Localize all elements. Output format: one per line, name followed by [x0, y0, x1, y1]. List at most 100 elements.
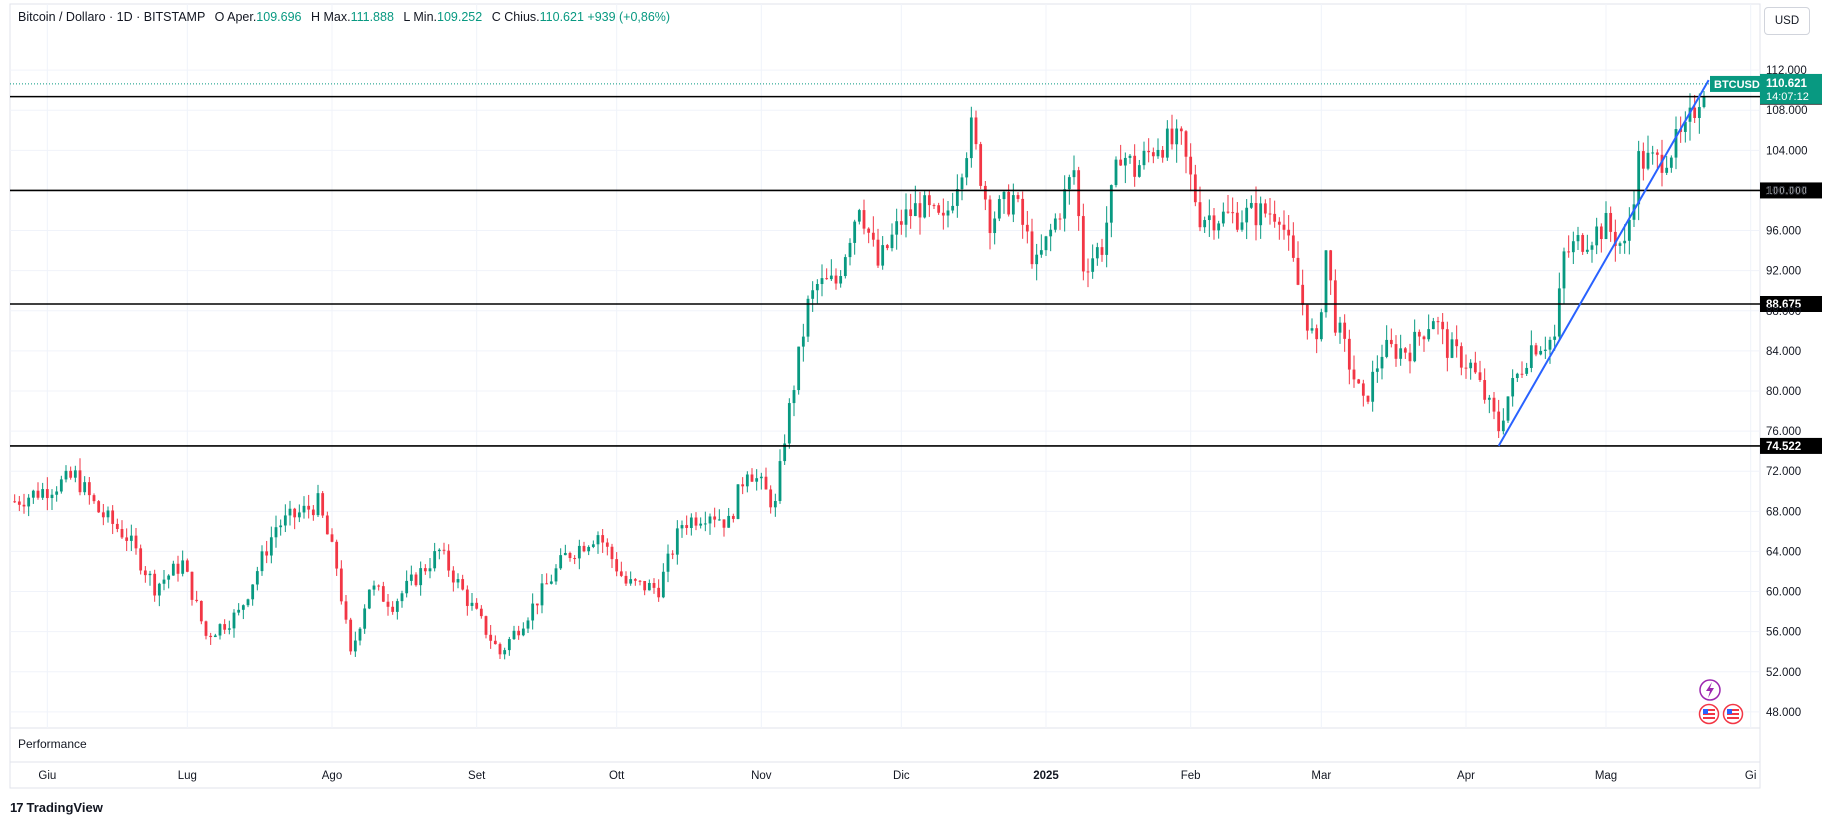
- candle: [232, 609, 236, 638]
- high-label: H: [310, 10, 320, 24]
- candle: [568, 551, 572, 562]
- candle: [386, 593, 390, 616]
- candle: [1025, 210, 1029, 244]
- candle: [848, 238, 852, 266]
- candle: [1296, 241, 1300, 286]
- candle: [1469, 359, 1473, 380]
- candle-body: [59, 479, 63, 492]
- candle: [265, 540, 269, 564]
- us-flag-event-icon[interactable]: [1698, 703, 1720, 725]
- candle-body: [129, 535, 133, 541]
- candle-body: [881, 245, 885, 266]
- candle: [512, 625, 516, 641]
- candle-body: [811, 290, 815, 299]
- candle: [209, 632, 213, 645]
- candle: [1165, 120, 1169, 161]
- candle: [979, 141, 983, 190]
- candle: [1473, 351, 1477, 374]
- candle-body: [209, 635, 213, 638]
- candle-body: [372, 585, 376, 590]
- candle: [1184, 130, 1188, 174]
- candle-body: [1030, 231, 1034, 265]
- candle: [829, 259, 833, 281]
- candle: [1506, 396, 1510, 423]
- candle-body: [1548, 339, 1552, 350]
- price-tick-label: 68.000: [1766, 506, 1801, 518]
- symbol-legend[interactable]: Bitcoin / Dollaro · 1D · BITSTAMP O Aper…: [18, 10, 670, 24]
- candle: [171, 560, 175, 576]
- candle-body: [1492, 397, 1496, 412]
- candle-body: [689, 517, 693, 528]
- candle: [1441, 313, 1445, 345]
- candle-body: [1207, 215, 1211, 221]
- candle: [31, 489, 35, 504]
- candle-body: [932, 205, 936, 207]
- event-markers[interactable]: [1698, 679, 1744, 725]
- performance-label[interactable]: Performance: [18, 737, 87, 751]
- price-axis[interactable]: 48.000 52.000 56.000 60.000 64.000 68.000 72.0…: [1766, 65, 1808, 719]
- time-axis[interactable]: Giu Lug Ago Set Ott Nov Dic 2025 Feb Mar Apr Mag Gi: [38, 770, 1756, 782]
- time-tick-label: Apr: [1457, 770, 1475, 782]
- candle: [736, 484, 740, 520]
- candle: [1688, 93, 1692, 141]
- candle-body: [633, 579, 637, 581]
- candle-body: [1618, 243, 1622, 246]
- candle: [535, 603, 539, 615]
- candle: [969, 106, 973, 168]
- candle: [638, 580, 642, 586]
- flash-event-icon[interactable]: [1699, 679, 1721, 701]
- candle: [1623, 224, 1627, 254]
- candle-body: [722, 519, 726, 528]
- tradingview-logo[interactable]: 17 TradingView: [10, 800, 103, 815]
- candle-body: [1413, 331, 1417, 362]
- candle-body: [321, 493, 325, 516]
- candle: [493, 635, 497, 645]
- candle: [1627, 207, 1631, 255]
- support-trendline[interactable]: [1497, 79, 1710, 447]
- candle-body: [1585, 249, 1589, 252]
- candle-body: [274, 527, 278, 538]
- candle: [1212, 208, 1216, 240]
- candle-body: [1613, 231, 1617, 246]
- change-value: +939 (+0,86%): [587, 10, 671, 24]
- candle: [615, 552, 619, 577]
- candle: [680, 520, 684, 538]
- us-flag-event-icon[interactable]: [1722, 703, 1744, 725]
- candle-body: [783, 443, 787, 462]
- candle: [918, 191, 922, 235]
- candle-body: [946, 210, 950, 216]
- candle-body: [825, 278, 829, 280]
- candle: [610, 543, 614, 569]
- candle: [1380, 344, 1384, 380]
- symbol-title[interactable]: Bitcoin / Dollaro · 1D · BITSTAMP: [18, 10, 206, 24]
- candle: [97, 500, 101, 513]
- candle: [1385, 325, 1389, 359]
- candle: [36, 482, 40, 500]
- candle: [1431, 317, 1435, 330]
- candle-body: [1506, 396, 1510, 421]
- candle: [1259, 196, 1263, 239]
- candle-body: [750, 474, 754, 482]
- currency-button[interactable]: USD: [1764, 7, 1810, 35]
- price-tick-label: 96.000: [1766, 226, 1801, 238]
- trendline[interactable]: [1497, 79, 1710, 447]
- candle-body: [1151, 152, 1155, 157]
- candle-body: [456, 579, 460, 583]
- candle-body: [1128, 155, 1132, 158]
- candle-body: [1562, 251, 1566, 289]
- candle-body: [1483, 380, 1487, 400]
- candle: [993, 211, 997, 245]
- low-label: L: [403, 10, 410, 24]
- candle-body: [1189, 156, 1193, 175]
- candle-body: [829, 275, 833, 280]
- candle: [955, 174, 959, 218]
- candle: [190, 571, 194, 606]
- candle-body: [199, 600, 203, 622]
- candle-body: [1305, 304, 1309, 331]
- candle-body: [713, 516, 717, 520]
- candle: [381, 581, 385, 603]
- candle: [1595, 217, 1599, 255]
- candle-body: [993, 218, 997, 234]
